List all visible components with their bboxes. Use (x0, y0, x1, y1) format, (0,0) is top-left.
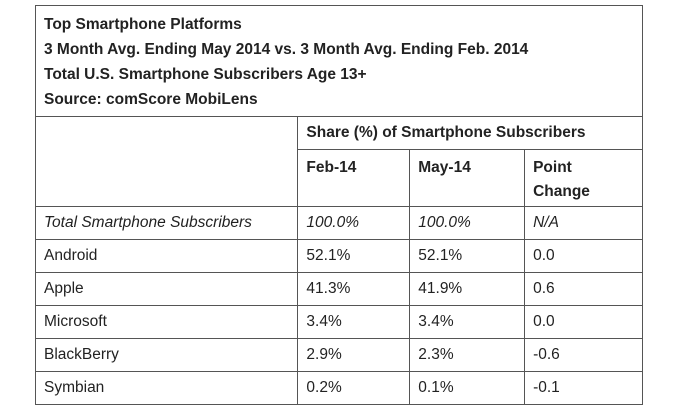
table-cell: Apple (34, 272, 299, 306)
table-cell: 2.3% (409, 338, 526, 372)
table-cell: N/A (524, 206, 643, 240)
column-header-cell: Feb-14 (297, 149, 411, 207)
table-cell: Android (34, 239, 299, 273)
table-row: BlackBerry 2.9% 2.3% -0.6 (34, 338, 643, 372)
table-cell: 0.1% (409, 371, 526, 405)
table-row: Symbian 0.2% 0.1% -0.1 (34, 371, 643, 405)
table-cell: BlackBerry (34, 338, 299, 372)
empty-cell (34, 116, 299, 207)
header-row: Top Smartphone Platforms 3 Month Avg. End… (35, 5, 643, 117)
table-cell: 0.6 (524, 272, 643, 306)
table-row: Microsoft 3.4% 3.4% 0.0 (34, 305, 643, 339)
group-header-row: Share (%) of Smartphone Subscribers (34, 116, 643, 207)
column-header: Point Change (533, 159, 590, 200)
table-cell: Microsoft (34, 305, 299, 339)
table-cell: 100.0% (409, 206, 526, 240)
table-cell: -0.6 (524, 338, 643, 372)
table-row: Apple 41.3% 41.9% 0.6 (34, 272, 643, 306)
table-cell: 3.4% (409, 305, 526, 339)
header-line: Top Smartphone Platforms (44, 16, 242, 33)
table-cell: 100.0% (297, 206, 411, 240)
table-cell: 0.2% (297, 371, 411, 405)
column-header-cell: Point Change (524, 149, 643, 207)
table-cell: 2.9% (297, 338, 411, 372)
table-cell: 0.0 (524, 305, 643, 339)
header-cell: Top Smartphone Platforms 3 Month Avg. End… (35, 5, 643, 117)
table-cell: 3.4% (297, 305, 411, 339)
group-header: Share (%) of Smartphone Subscribers (297, 116, 643, 150)
header-line: 3 Month Avg. Ending May 2014 vs. 3 Month… (44, 41, 529, 58)
table-cell: -0.1 (524, 371, 643, 405)
header-line: Source: comScore MobiLens (44, 91, 258, 108)
column-header: May-14 (418, 159, 471, 176)
table-row: Android 52.1% 52.1% 0.0 (34, 239, 643, 273)
table-cell: 52.1% (297, 239, 411, 273)
table-cell: 41.9% (409, 272, 526, 306)
table-cell: 52.1% (409, 239, 526, 273)
column-header: Feb-14 (306, 159, 357, 176)
table-cell: Symbian (34, 371, 299, 405)
table-cell: 0.0 (524, 239, 643, 273)
table-cell: 41.3% (297, 272, 411, 306)
table-row: Total Smartphone Subscribers 100.0% 100.0%… (34, 206, 643, 240)
header-line: Total U.S. Smartphone Subscribers Age 13… (44, 66, 367, 83)
table-container: Top Smartphone Platforms 3 Month Avg. End… (34, 5, 643, 405)
column-header-cell: May-14 (409, 149, 526, 207)
data-table: Top Smartphone Platforms 3 Month Avg. End… (34, 5, 643, 405)
table-cell: Total Smartphone Subscribers (34, 206, 299, 240)
column-header-row: Feb-14 May-14 Point Change (36, 149, 643, 207)
